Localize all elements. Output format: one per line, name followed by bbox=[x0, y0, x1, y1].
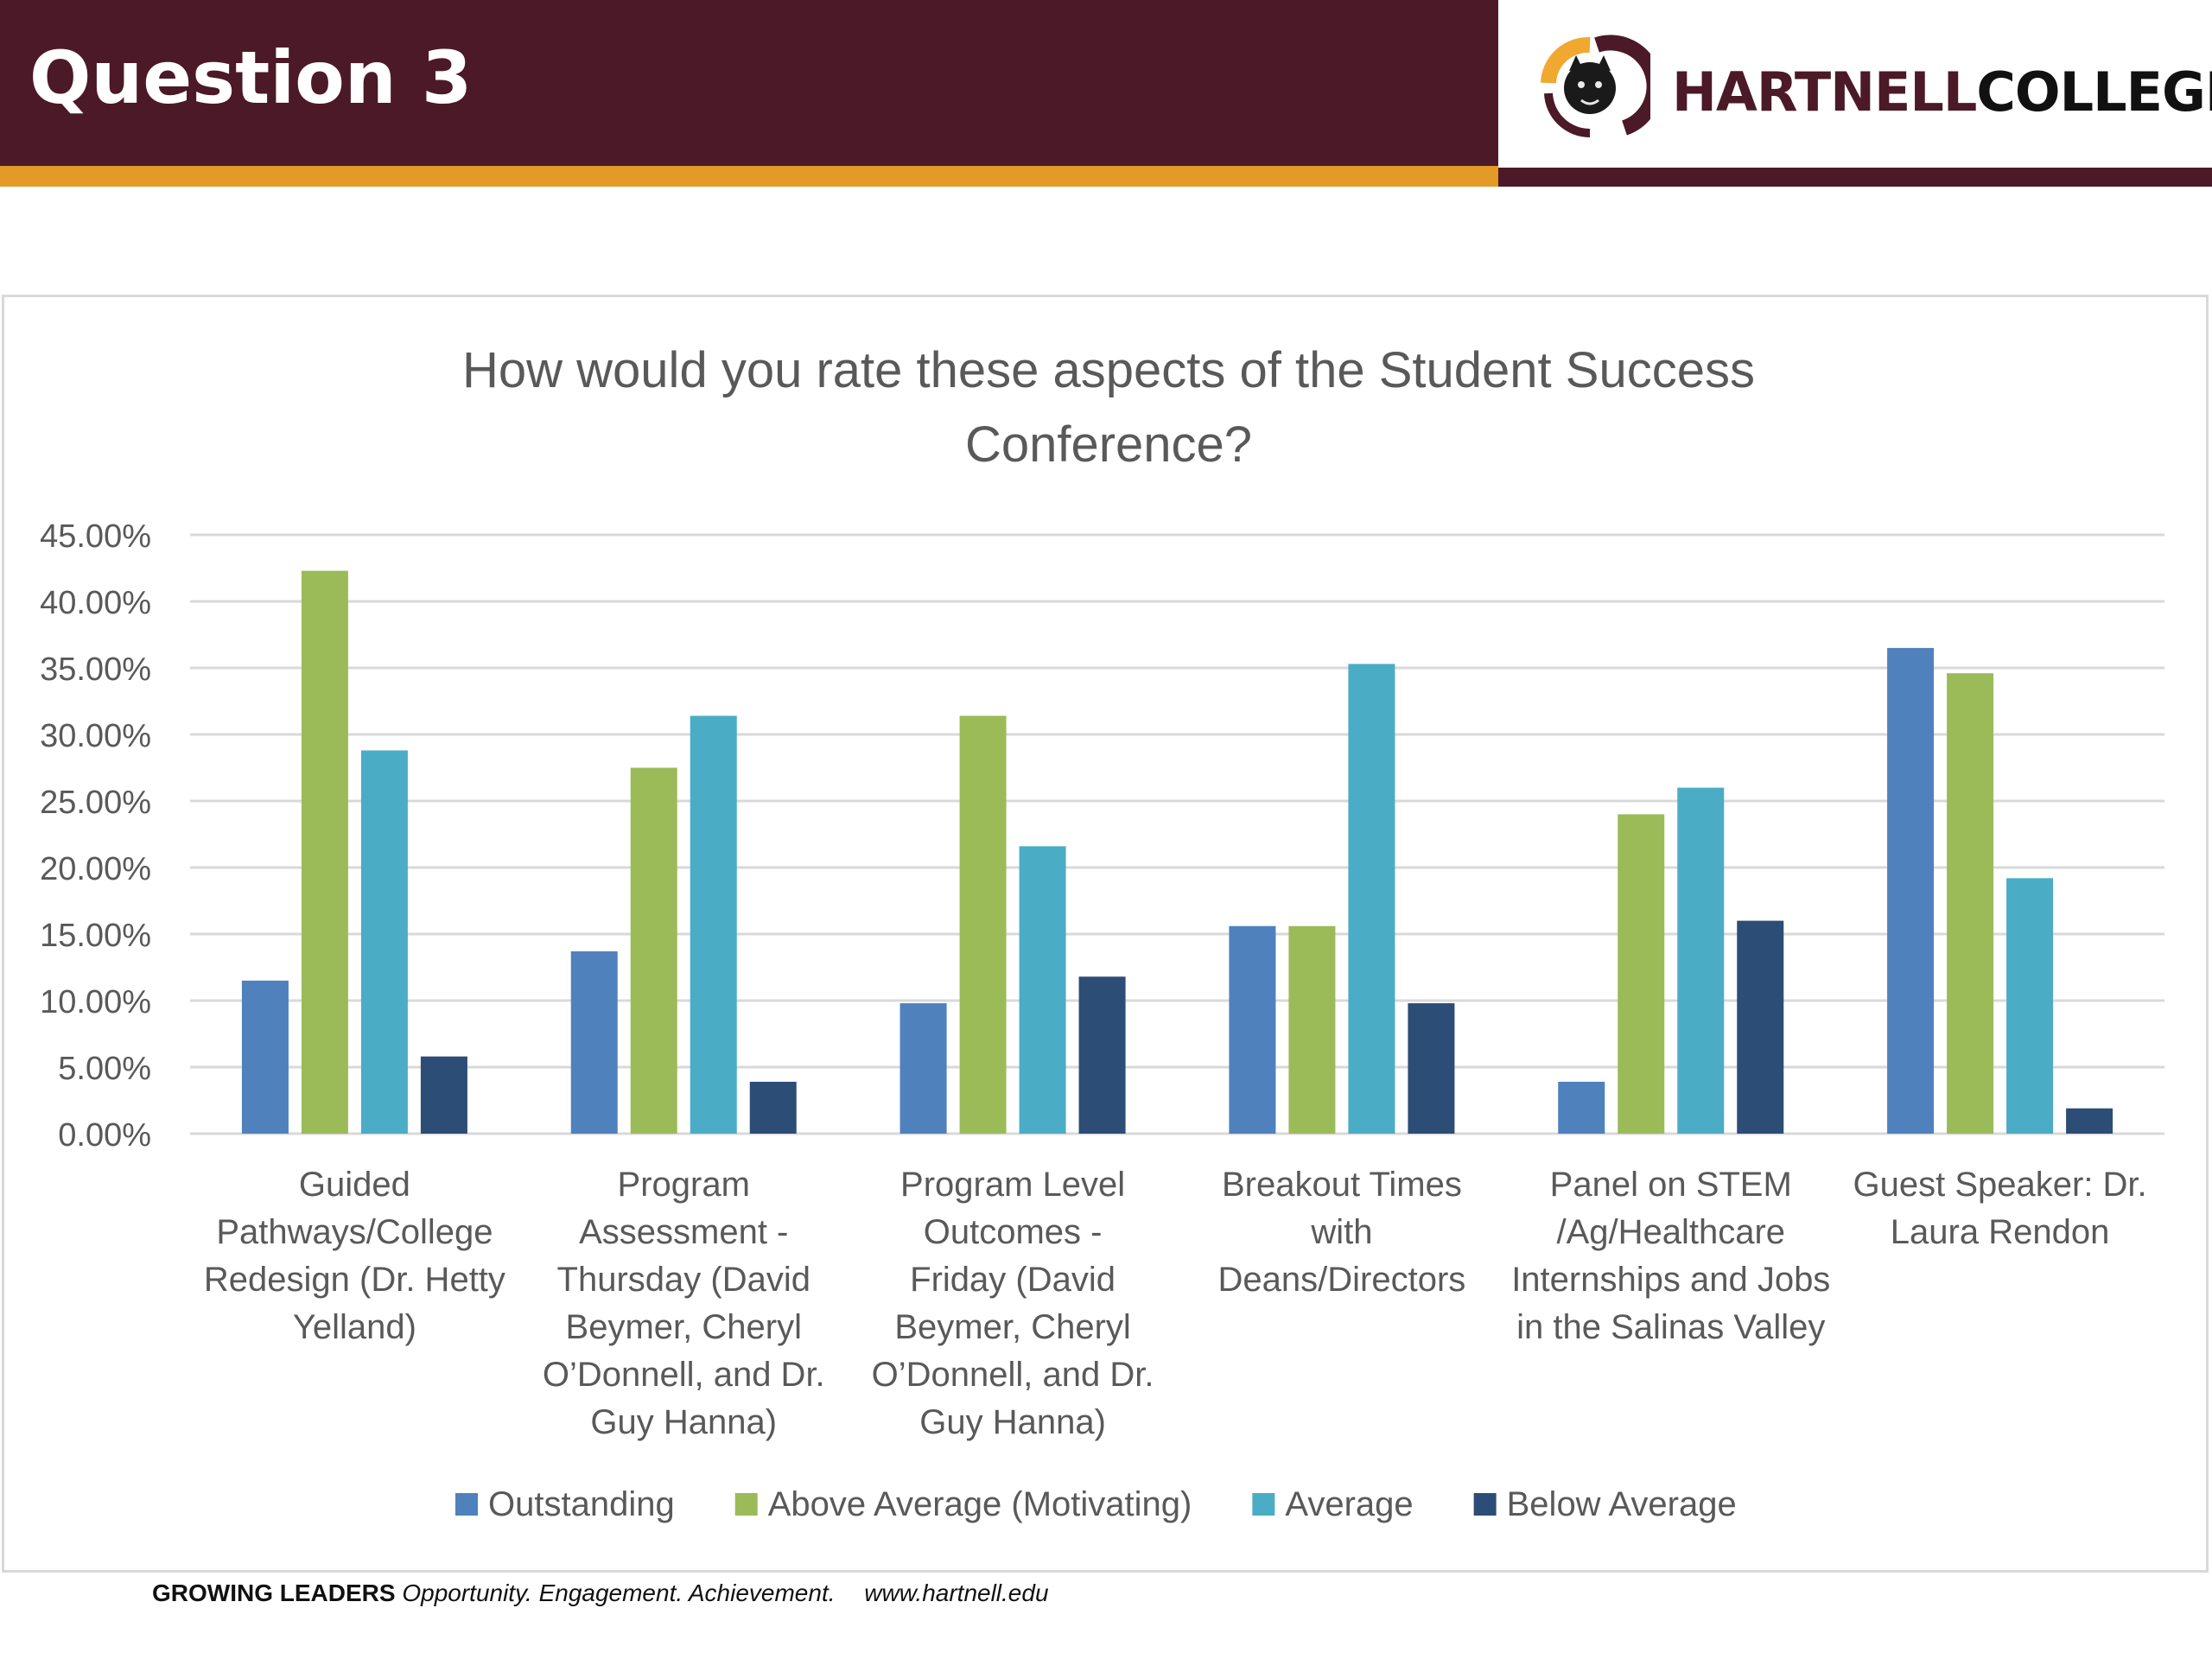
chart-title-line: How would you rate these aspects of the … bbox=[462, 342, 1755, 398]
header-gold-stripe bbox=[0, 166, 1498, 187]
legend: Outstanding Above Average (Motivating) Ave… bbox=[455, 1485, 1737, 1523]
logo-word-hartnell: HARTNELL bbox=[1672, 60, 1977, 124]
chart-frame: How would you rate these aspects of the … bbox=[2, 295, 2209, 1573]
bar bbox=[1348, 664, 1395, 1134]
bar bbox=[241, 980, 289, 1134]
logo-word-college: COLLEGE bbox=[1976, 60, 2212, 124]
legend-item: Above Average (Motivating) bbox=[734, 1485, 1192, 1523]
bar bbox=[360, 750, 408, 1134]
x-category-label: Program Assessment -Thursday (David Beymer… bbox=[543, 1166, 825, 1441]
y-tick-label: 5.00% bbox=[58, 1051, 151, 1087]
bar bbox=[1078, 976, 1126, 1134]
bar bbox=[1229, 925, 1276, 1134]
slide-title: Question 3 bbox=[29, 35, 473, 120]
bar-chart: How would you rate these aspects of the … bbox=[40, 342, 2164, 1523]
bar bbox=[1887, 647, 1935, 1134]
bar bbox=[1947, 673, 1994, 1134]
bar bbox=[420, 1056, 467, 1134]
chart-title: How would you rate these aspects of the … bbox=[462, 342, 1755, 473]
bar bbox=[899, 1003, 947, 1134]
header-maroon-stripe bbox=[1498, 168, 2212, 187]
legend-item: Below Average bbox=[1473, 1485, 1737, 1523]
footer-tagline-italic: Opportunity. Engagement. Achievement. bbox=[402, 1580, 836, 1606]
panther-emblem-icon bbox=[1541, 35, 1650, 138]
bar bbox=[2006, 878, 2054, 1134]
y-tick-label: 40.00% bbox=[40, 585, 151, 621]
footer-url: www.hartnell.edu bbox=[864, 1580, 1049, 1606]
legend-label: Outstanding bbox=[488, 1485, 675, 1523]
bar bbox=[570, 951, 618, 1134]
y-tick-label: 15.00% bbox=[40, 918, 151, 954]
x-category-label: Panel on STEM/Ag/Healthcare Internships a… bbox=[1511, 1166, 1830, 1346]
bar bbox=[1558, 1081, 1605, 1134]
bars bbox=[241, 570, 2113, 1134]
bar bbox=[690, 715, 737, 1134]
legend-label: Above Average (Motivating) bbox=[768, 1485, 1192, 1523]
footer: GROWING LEADERS Opportunity. Engagement.… bbox=[152, 1580, 1049, 1607]
logo-text: HARTNELLCOLLEGE bbox=[1672, 60, 2212, 124]
y-tick-label: 25.00% bbox=[40, 785, 151, 821]
legend-item: Outstanding bbox=[455, 1485, 675, 1523]
bar bbox=[749, 1081, 797, 1134]
legend-item: Average bbox=[1252, 1485, 1414, 1523]
legend-swatch bbox=[734, 1493, 758, 1516]
bar bbox=[959, 715, 1007, 1134]
x-category-label: Guided Pathways/College Redesign (Dr. Hett… bbox=[204, 1166, 505, 1346]
header-band bbox=[0, 0, 1498, 166]
legend-swatch bbox=[1252, 1493, 1275, 1516]
x-category-label: Program Level Outcomes -Friday (David Beym… bbox=[872, 1166, 1154, 1441]
y-tick-label: 10.00% bbox=[40, 984, 151, 1020]
gridlines bbox=[190, 533, 2164, 1135]
chart-title-line: Conference? bbox=[965, 416, 1252, 473]
y-tick-label: 45.00% bbox=[40, 518, 151, 555]
y-tick-label: 35.00% bbox=[40, 652, 151, 688]
y-tick-label: 30.00% bbox=[40, 718, 151, 754]
bar bbox=[1737, 920, 1784, 1134]
legend-swatch bbox=[455, 1493, 478, 1516]
bar bbox=[1408, 1003, 1455, 1134]
bar bbox=[1618, 814, 1665, 1134]
y-tick-label: 20.00% bbox=[40, 851, 151, 887]
bar bbox=[1019, 846, 1066, 1134]
x-axis-labels: Guided Pathways/College Redesign (Dr. Hett… bbox=[204, 1166, 2147, 1441]
x-category-label: Guest Speaker: Dr. Laura Rendon bbox=[1853, 1166, 2147, 1251]
legend-label: Average bbox=[1285, 1485, 1413, 1523]
x-category-label: Breakout Times with Deans/Directors bbox=[1218, 1166, 1466, 1299]
y-axis-ticks: 0.00% 5.00% 10.00% 15.00% 20.00% 25.00% 30.00%… bbox=[40, 518, 151, 1154]
bar bbox=[1677, 787, 1725, 1134]
legend-swatch bbox=[1473, 1493, 1497, 1516]
legend-label: Below Average bbox=[1507, 1485, 1737, 1523]
bar bbox=[2066, 1108, 2113, 1134]
bar bbox=[630, 767, 677, 1134]
footer-tagline-bold: GROWING LEADERS bbox=[152, 1580, 396, 1606]
bar bbox=[301, 570, 348, 1134]
college-logo: HARTNELLCOLLEGE bbox=[1529, 26, 2212, 147]
bar bbox=[1288, 925, 1336, 1134]
y-tick-label: 0.00% bbox=[58, 1117, 151, 1154]
